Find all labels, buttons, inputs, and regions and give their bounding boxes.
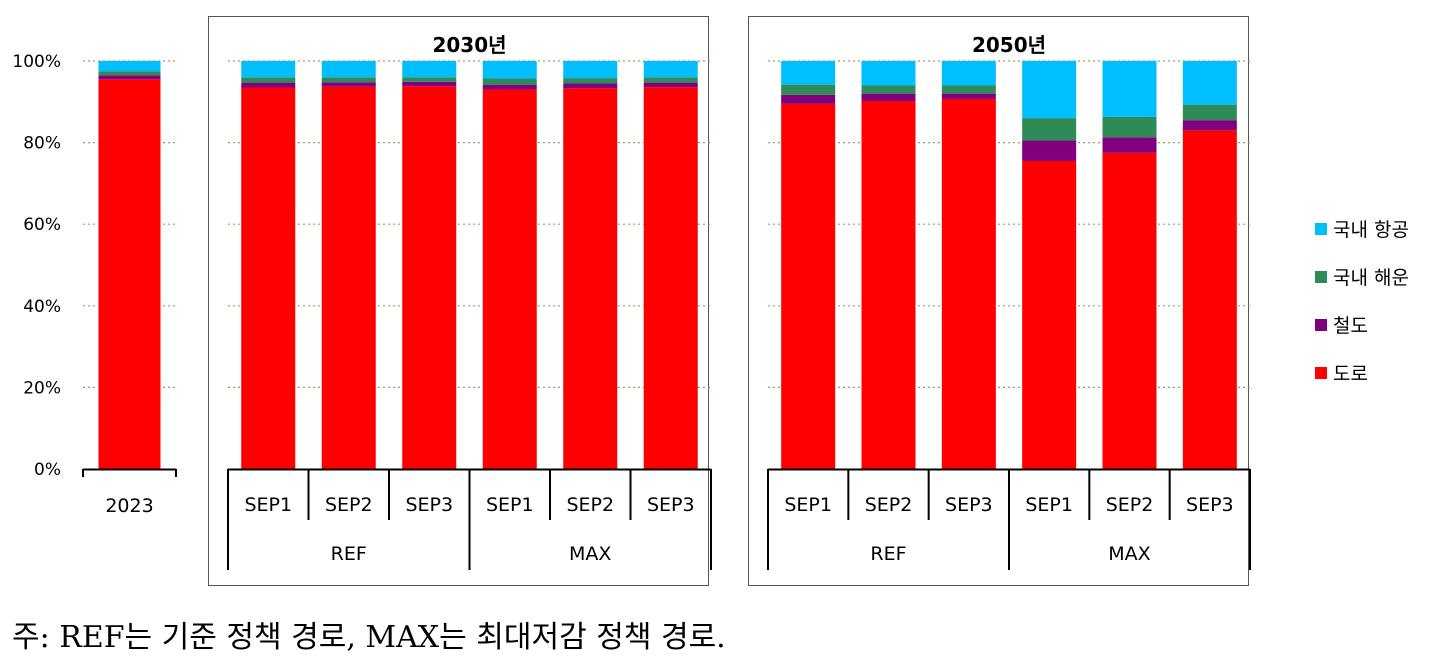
- bar-segment: [1102, 152, 1157, 470]
- bar-segment: [1102, 116, 1157, 138]
- panel-frame: [208, 16, 709, 586]
- group-label: REF: [870, 543, 906, 565]
- bar-segment: [781, 84, 836, 95]
- bar-segment: [563, 78, 618, 84]
- bar-segment: [241, 82, 296, 88]
- bar-segment: [402, 81, 457, 87]
- bar-segment: [482, 61, 537, 79]
- category-label: SEP3: [1186, 494, 1234, 516]
- bar-segment: [781, 94, 836, 104]
- category-label: SEP2: [566, 494, 614, 516]
- y-tick-label: 20%: [23, 378, 61, 398]
- category-axis: 2023 SEP1 SEP2 SEP3 REF SEP1 SEP2 SEP3 MAX SEP1 SE…: [82, 468, 1251, 570]
- panel-title: 2050년: [972, 33, 1046, 57]
- bar-segment: [643, 61, 698, 78]
- bar-segment: [861, 85, 916, 94]
- y-tick-label: 0%: [34, 460, 61, 480]
- category-label: SEP3: [405, 494, 453, 516]
- bar-segment: [1102, 137, 1157, 153]
- bar-segment: [1182, 130, 1237, 470]
- stacked-bar-chart: 0% 20% 40% 60% 80% 100% 2023 SEP1 SEP2 SEP3 REF SE…: [12, 16, 1409, 586]
- category-label: SEP1: [486, 494, 534, 516]
- bar-segment: [482, 84, 537, 90]
- y-tick-label: 60%: [23, 215, 61, 235]
- bar-segment: [98, 79, 161, 470]
- bar-segment: [643, 82, 698, 88]
- bar-segment: [402, 61, 457, 78]
- legend-label: 도로: [1333, 363, 1368, 385]
- category-label: SEP2: [1106, 494, 1154, 516]
- bar-segment: [321, 86, 376, 469]
- legend-label: 국내 해운: [1333, 267, 1409, 289]
- category-label: SEP3: [647, 494, 695, 516]
- bar-segment: [321, 61, 376, 78]
- y-tick-label: 40%: [23, 297, 61, 317]
- bar-segment: [781, 61, 836, 85]
- bar-segment: [321, 82, 376, 87]
- bar-segment: [861, 61, 916, 86]
- bar-segment: [1022, 160, 1077, 469]
- group-label: REF: [331, 543, 367, 565]
- bar-segment: [241, 87, 296, 470]
- legend-label: 국내 항공: [1333, 219, 1409, 241]
- bar-segment: [98, 61, 161, 72]
- bar-segment: [482, 89, 537, 469]
- legend-swatch: [1315, 367, 1327, 379]
- bar-segment: [861, 100, 916, 469]
- legend-label: 철도: [1333, 315, 1368, 337]
- category-label: SEP1: [784, 494, 832, 516]
- bar-segment: [98, 71, 161, 76]
- legend-swatch: [1315, 319, 1327, 331]
- bar-segment: [941, 93, 996, 99]
- bar-segment: [482, 78, 537, 85]
- y-tick-label: 100%: [12, 52, 61, 72]
- bar-segment: [941, 85, 996, 94]
- bar-segment: [1182, 61, 1237, 105]
- bar-segment: [563, 61, 618, 79]
- bar-segment: [402, 86, 457, 470]
- category-label: SEP1: [1025, 494, 1073, 516]
- bar-segment: [1022, 118, 1077, 141]
- panel-titles: 2030년 2050년: [432, 33, 1046, 57]
- category-label: SEP3: [945, 494, 993, 516]
- bar-segment: [941, 98, 996, 469]
- bar-segment: [643, 87, 698, 469]
- category-label: SEP2: [325, 494, 373, 516]
- footnote: 주: REF는 기준 정책 경로, MAX는 최대저감 정책 경로.: [12, 620, 726, 655]
- panel-title: 2030년: [432, 33, 506, 57]
- category-label: SEP2: [865, 494, 913, 516]
- group-label: MAX: [569, 543, 611, 565]
- group-label: MAX: [1108, 543, 1150, 565]
- bar-segment: [563, 88, 618, 469]
- bar-segment: [1102, 61, 1157, 117]
- bar-segment: [402, 77, 457, 82]
- bar-segment: [98, 75, 161, 80]
- bars: [98, 61, 1237, 470]
- panel-frame: [748, 16, 1249, 586]
- y-tick-label: 80%: [23, 134, 61, 154]
- legend-swatch: [1315, 223, 1327, 235]
- bar-segment: [241, 61, 296, 78]
- bar-segment: [643, 77, 698, 83]
- bar-segment: [1022, 61, 1077, 119]
- bar-segment: [1182, 120, 1237, 131]
- bar-segment: [781, 103, 836, 469]
- bar-segment: [321, 77, 376, 83]
- bar-segment: [1182, 104, 1237, 121]
- bar-segment: [941, 61, 996, 86]
- panel-frames: [208, 16, 1249, 586]
- bar-segment: [861, 93, 916, 101]
- category-label: 2023: [105, 495, 153, 517]
- bar-segment: [241, 77, 296, 83]
- bar-segment: [563, 83, 618, 89]
- legend-swatch: [1315, 271, 1327, 283]
- y-axis: 0% 20% 40% 60% 80% 100%: [12, 52, 61, 480]
- category-label: SEP1: [244, 494, 292, 516]
- bar-segment: [1022, 140, 1077, 161]
